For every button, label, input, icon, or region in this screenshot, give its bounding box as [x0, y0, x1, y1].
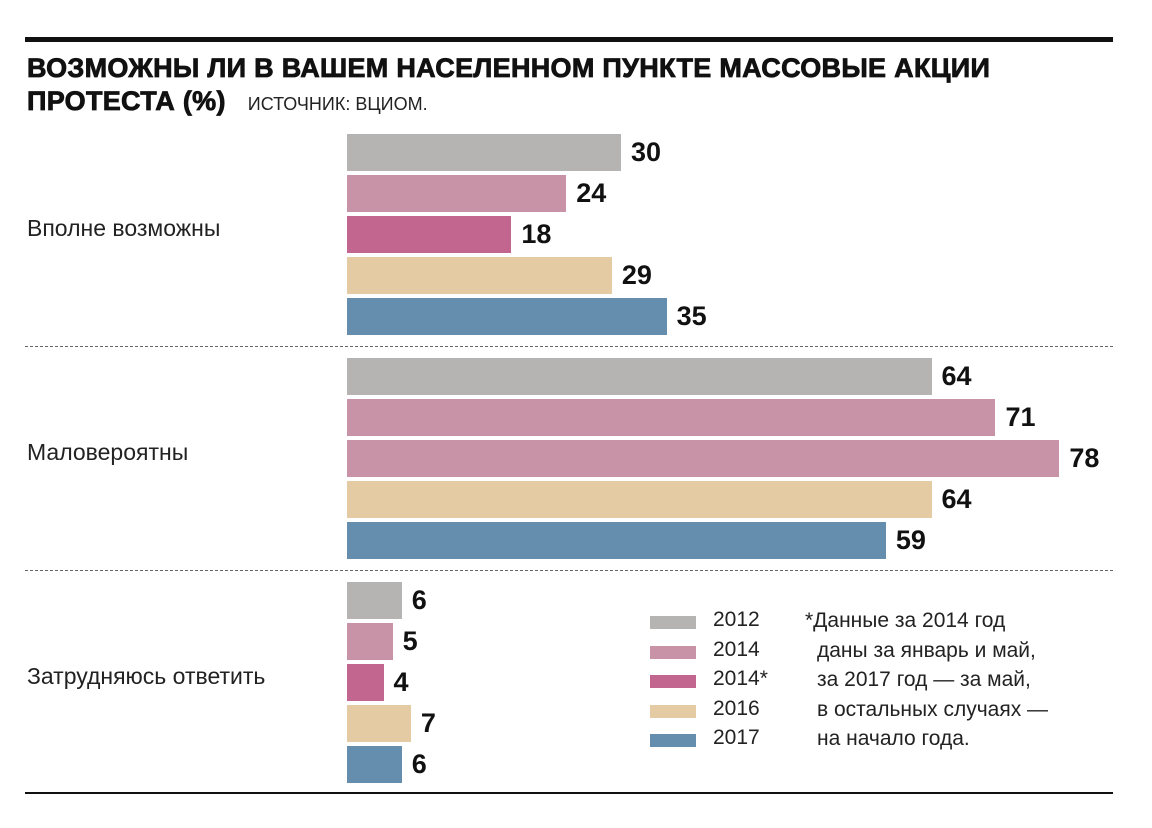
bar-2016: [347, 705, 411, 742]
footnote-line: *Данные за 2014 год: [805, 609, 1006, 632]
data-label: 24: [576, 178, 607, 208]
bar-2012: [347, 582, 402, 619]
data-label: 64: [941, 361, 972, 391]
data-label: 6: [411, 585, 427, 615]
bottom-rule: [25, 792, 1113, 794]
data-label: 18: [521, 219, 552, 249]
data-label: 6: [411, 749, 427, 779]
data-label: 35: [676, 301, 707, 331]
legend-swatch: [650, 675, 696, 688]
legend-swatch: [650, 734, 696, 747]
legend-label: 2017: [713, 726, 760, 749]
chart-title-line2: ПРОТЕСТА (%) ИСТОЧНИК: ВЦИОМ.: [27, 86, 428, 119]
data-label: 7: [420, 708, 436, 738]
footnote-line: даны за январь и май,: [817, 638, 1036, 662]
legend-swatch: [650, 616, 696, 629]
data-label: 78: [1069, 443, 1100, 473]
data-label: 59: [895, 525, 926, 555]
bar-2017: [347, 746, 402, 783]
category-label: Маловероятны: [27, 438, 189, 465]
legend-label: 2012: [713, 608, 760, 631]
legend-swatch: [650, 645, 696, 659]
bar-2017: [347, 522, 886, 559]
data-label: 4: [393, 667, 409, 697]
bar-2017: [347, 298, 667, 335]
bar-2014: [347, 399, 996, 436]
group-separator: [25, 570, 1113, 571]
bar-2012: [347, 358, 932, 395]
legend-swatch: [650, 704, 696, 718]
chart-title-line2-text: ПРОТЕСТА (%): [27, 86, 226, 117]
category-label: Вполне возможны: [27, 214, 221, 241]
bar-2014-star: [347, 440, 1060, 477]
top-rule: [25, 37, 1113, 42]
data-label: 30: [631, 137, 662, 167]
bar-2016: [347, 481, 932, 518]
bar-2014-star: [347, 664, 384, 701]
bar-2014: [347, 623, 393, 660]
group-separator: [25, 346, 1113, 347]
footnote-line: за 2017 год — за май,: [817, 668, 1031, 691]
bar-2014-star: [347, 216, 512, 253]
source-label: ИСТОЧНИК: ВЦИОМ.: [247, 94, 428, 114]
legend-label: 2014*: [713, 667, 768, 690]
data-label: 29: [621, 260, 652, 290]
footnote-line: в остальных случаях —: [817, 697, 1049, 721]
footnote-line: на начало года.: [817, 727, 970, 750]
legend-label: 2016: [713, 696, 760, 720]
data-label: 71: [1005, 402, 1036, 432]
data-label: 5: [402, 626, 418, 656]
bar-2012: [347, 134, 621, 171]
bar-2014: [347, 175, 567, 212]
category-label: Затрудняюсь ответить: [27, 662, 266, 689]
legend-label: 2014: [713, 637, 760, 661]
bar-2016: [347, 257, 612, 294]
chart-title-line1: ВОЗМОЖНЫ ЛИ В ВАШЕМ НАСЕЛЕННОМ ПУНКТЕ МА…: [27, 53, 991, 84]
data-label: 64: [941, 484, 972, 514]
footnote: *Данные за 2014 год даны за январь и май…: [805, 606, 1048, 754]
